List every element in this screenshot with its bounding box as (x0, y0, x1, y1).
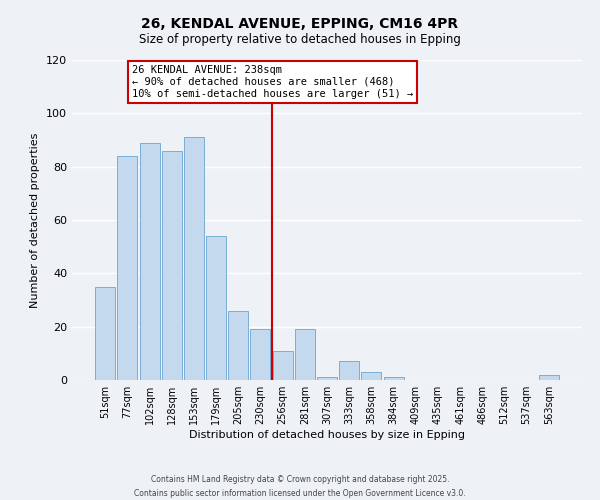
Bar (295, 330, 315, 380)
Bar (250, 330, 271, 380)
Bar (162, 150, 182, 380)
Bar (317, 378, 337, 380)
Text: Size of property relative to detached houses in Epping: Size of property relative to detached ho… (139, 32, 461, 46)
Bar (118, 156, 137, 380)
Text: 26 KENDAL AVENUE: 238sqm
← 90% of detached houses are smaller (468)
10% of semi-: 26 KENDAL AVENUE: 238sqm ← 90% of detach… (132, 66, 413, 98)
Y-axis label: Number of detached properties: Number of detached properties (31, 132, 40, 308)
Bar (339, 362, 359, 380)
Bar (272, 350, 293, 380)
Bar (140, 142, 160, 380)
Bar (539, 374, 559, 380)
Text: 26, KENDAL AVENUE, EPPING, CM16 4PR: 26, KENDAL AVENUE, EPPING, CM16 4PR (142, 18, 458, 32)
Text: Contains HM Land Registry data © Crown copyright and database right 2025.
Contai: Contains HM Land Registry data © Crown c… (134, 476, 466, 498)
Bar (361, 372, 382, 380)
Bar (206, 236, 226, 380)
Bar (184, 138, 204, 380)
Bar (383, 378, 404, 380)
Bar (95, 286, 115, 380)
X-axis label: Distribution of detached houses by size in Epping: Distribution of detached houses by size … (189, 430, 465, 440)
Bar (228, 310, 248, 380)
